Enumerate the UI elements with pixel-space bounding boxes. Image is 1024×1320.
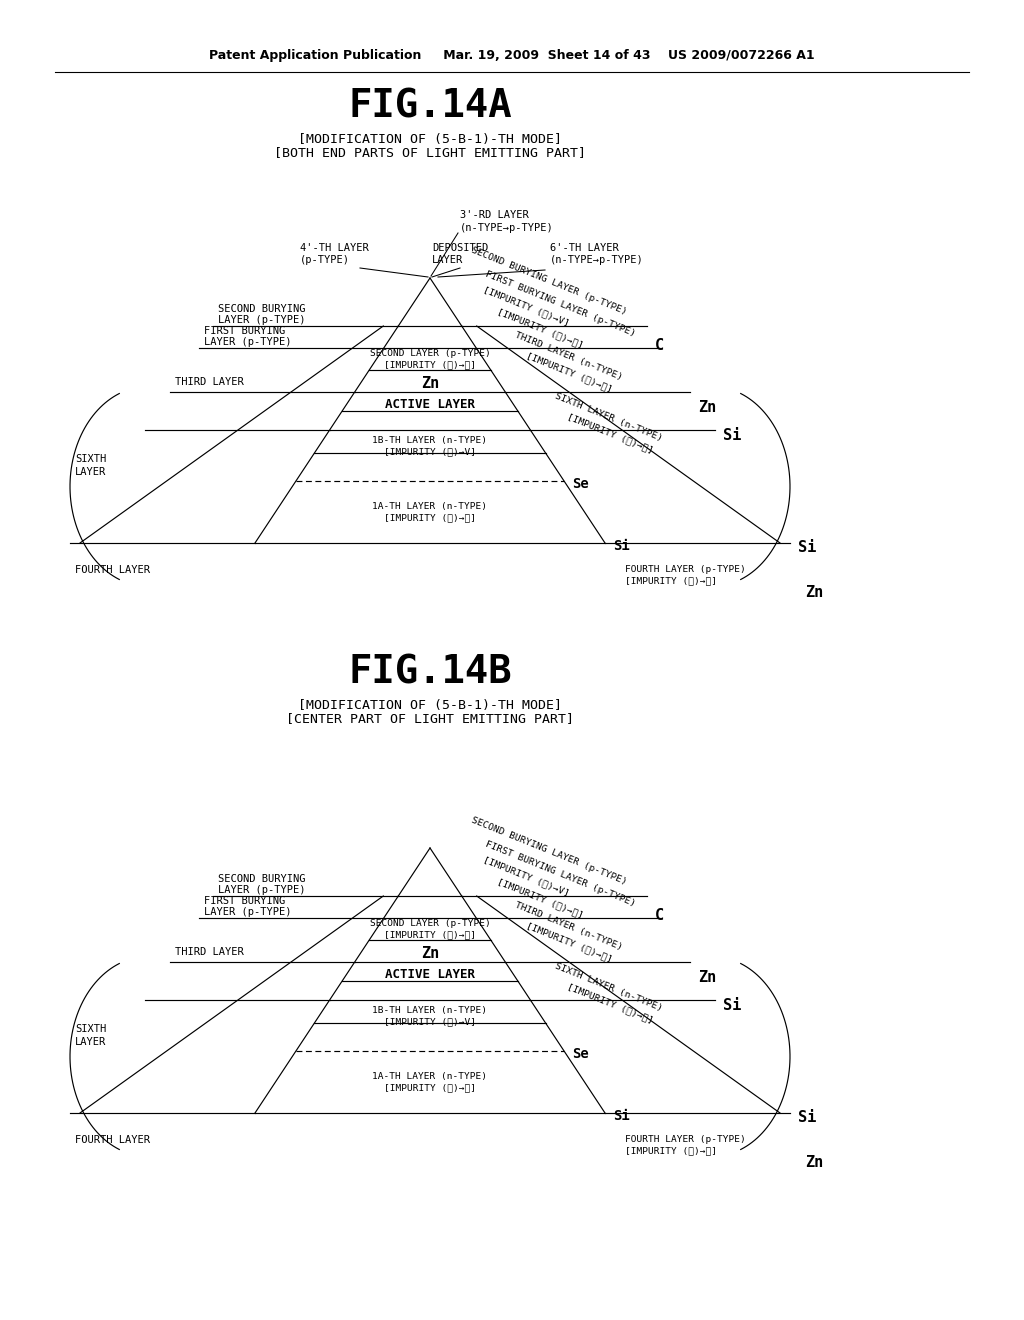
Text: 1A-TH LAYER (n-TYPE): 1A-TH LAYER (n-TYPE) [373, 1072, 487, 1081]
Text: [IMPURITY (Ⅳ)→Ⅲ]: [IMPURITY (Ⅳ)→Ⅲ] [525, 351, 614, 393]
Text: [CENTER PART OF LIGHT EMITTING PART]: [CENTER PART OF LIGHT EMITTING PART] [286, 713, 574, 726]
Text: [IMPURITY (Ⅱ)→Ⅲ]: [IMPURITY (Ⅱ)→Ⅲ] [625, 1146, 717, 1155]
Text: 4'-TH LAYER: 4'-TH LAYER [300, 243, 369, 253]
Text: Patent Application Publication     Mar. 19, 2009  Sheet 14 of 43    US 2009/0072: Patent Application Publication Mar. 19, … [209, 49, 815, 62]
Text: Zn: Zn [805, 1155, 823, 1170]
Text: SECOND BURYING LAYER (p-TYPE): SECOND BURYING LAYER (p-TYPE) [470, 246, 628, 315]
Text: Si: Si [613, 539, 630, 553]
Text: LAYER (p-TYPE): LAYER (p-TYPE) [204, 907, 291, 917]
Text: LAYER: LAYER [75, 1038, 106, 1047]
Text: THIRD LAYER (n-TYPE): THIRD LAYER (n-TYPE) [513, 900, 624, 952]
Text: ACTIVE LAYER: ACTIVE LAYER [385, 968, 475, 981]
Text: [IMPURITY (Ⅱ)→Ⅲ]: [IMPURITY (Ⅱ)→Ⅲ] [497, 308, 585, 350]
Text: LAYER: LAYER [75, 467, 106, 477]
Text: SECOND BURYING LAYER (p-TYPE): SECOND BURYING LAYER (p-TYPE) [470, 816, 628, 886]
Text: [IMPURITY (Ⅳ)→V]: [IMPURITY (Ⅳ)→V] [481, 285, 570, 327]
Text: FOURTH LAYER (p-TYPE): FOURTH LAYER (p-TYPE) [625, 1135, 745, 1144]
Text: LAYER (p-TYPE): LAYER (p-TYPE) [204, 337, 291, 347]
Text: FOURTH LAYER: FOURTH LAYER [75, 1135, 150, 1144]
Text: LAYER: LAYER [432, 255, 463, 265]
Text: FIRST BURYING LAYER (p-TYPE): FIRST BURYING LAYER (p-TYPE) [484, 269, 637, 338]
Text: THIRD LAYER: THIRD LAYER [175, 946, 244, 957]
Text: THIRD LAYER: THIRD LAYER [175, 378, 244, 387]
Text: [IMPURITY (Ⅳ)→Ⅲ]: [IMPURITY (Ⅳ)→Ⅲ] [565, 412, 654, 455]
Text: (n-TYPE→p-TYPE): (n-TYPE→p-TYPE) [460, 223, 554, 234]
Text: [IMPURITY (Ⅵ)→V]: [IMPURITY (Ⅵ)→V] [384, 1018, 476, 1027]
Text: SECOND BURYING: SECOND BURYING [218, 874, 306, 884]
Text: [IMPURITY (Ⅱ)→Ⅲ]: [IMPURITY (Ⅱ)→Ⅲ] [384, 931, 476, 940]
Text: LAYER (p-TYPE): LAYER (p-TYPE) [218, 315, 306, 325]
Text: [IMPURITY (Ⅳ)→Ⅲ]: [IMPURITY (Ⅳ)→Ⅲ] [525, 921, 614, 964]
Text: FIRST BURYING: FIRST BURYING [204, 326, 285, 337]
Text: THIRD LAYER (n-TYPE): THIRD LAYER (n-TYPE) [513, 330, 624, 381]
Text: FIRST BURYING: FIRST BURYING [204, 896, 285, 906]
Text: DEPOSITED: DEPOSITED [432, 243, 488, 253]
Text: Si: Si [723, 998, 741, 1012]
Text: SECOND BURYING: SECOND BURYING [218, 304, 306, 314]
Text: Si: Si [798, 540, 816, 556]
Text: [IMPURITY (Ⅳ)→Ⅲ]: [IMPURITY (Ⅳ)→Ⅲ] [384, 1084, 476, 1093]
Text: [BOTH END PARTS OF LIGHT EMITTING PART]: [BOTH END PARTS OF LIGHT EMITTING PART] [274, 147, 586, 160]
Text: SIXTH: SIXTH [75, 454, 106, 465]
Text: [IMPURITY (Ⅵ)→V]: [IMPURITY (Ⅵ)→V] [384, 447, 476, 457]
Text: 3'-RD LAYER: 3'-RD LAYER [460, 210, 528, 220]
Text: [IMPURITY (Ⅱ)→Ⅲ]: [IMPURITY (Ⅱ)→Ⅲ] [625, 576, 717, 585]
Text: LAYER (p-TYPE): LAYER (p-TYPE) [218, 884, 306, 895]
Text: Zn: Zn [698, 969, 717, 985]
Text: FIRST BURYING LAYER (p-TYPE): FIRST BURYING LAYER (p-TYPE) [484, 840, 637, 908]
Text: SECOND LAYER (p-TYPE): SECOND LAYER (p-TYPE) [370, 920, 490, 928]
Text: Se: Se [572, 1047, 589, 1061]
Text: Si: Si [613, 1109, 630, 1123]
Text: Zn: Zn [421, 946, 439, 961]
Text: 6'-TH LAYER: 6'-TH LAYER [550, 243, 618, 253]
Text: FIG.14B: FIG.14B [348, 653, 512, 690]
Text: C: C [654, 908, 664, 924]
Text: [IMPURITY (Ⅳ)→Ⅲ]: [IMPURITY (Ⅳ)→Ⅲ] [565, 982, 654, 1026]
Text: [MODIFICATION OF (5-B-1)-TH MODE]: [MODIFICATION OF (5-B-1)-TH MODE] [298, 698, 562, 711]
Text: SECOND LAYER (p-TYPE): SECOND LAYER (p-TYPE) [370, 350, 490, 359]
Text: (p-TYPE): (p-TYPE) [300, 255, 350, 265]
Text: [MODIFICATION OF (5-B-1)-TH MODE]: [MODIFICATION OF (5-B-1)-TH MODE] [298, 132, 562, 145]
Text: SIXTH: SIXTH [75, 1024, 106, 1034]
Text: 1B-TH LAYER (n-TYPE): 1B-TH LAYER (n-TYPE) [373, 437, 487, 446]
Text: SIXTH LAYER (n-TYPE): SIXTH LAYER (n-TYPE) [554, 392, 664, 444]
Text: [IMPURITY (Ⅳ)→V]: [IMPURITY (Ⅳ)→V] [481, 855, 570, 898]
Text: C: C [654, 338, 664, 354]
Text: SIXTH LAYER (n-TYPE): SIXTH LAYER (n-TYPE) [554, 961, 664, 1012]
Text: FOURTH LAYER: FOURTH LAYER [75, 565, 150, 576]
Text: (n-TYPE→p-TYPE): (n-TYPE→p-TYPE) [550, 255, 644, 265]
Text: FOURTH LAYER (p-TYPE): FOURTH LAYER (p-TYPE) [625, 565, 745, 574]
Text: 1A-TH LAYER (n-TYPE): 1A-TH LAYER (n-TYPE) [373, 503, 487, 511]
Text: Si: Si [723, 428, 741, 442]
Text: Zn: Zn [805, 585, 823, 601]
Text: [IMPURITY (Ⅳ)→Ⅲ]: [IMPURITY (Ⅳ)→Ⅲ] [384, 513, 476, 523]
Text: [IMPURITY (Ⅱ)→Ⅲ]: [IMPURITY (Ⅱ)→Ⅲ] [497, 878, 585, 920]
Text: Se: Se [572, 477, 589, 491]
Text: Zn: Zn [421, 376, 439, 392]
Text: Zn: Zn [698, 400, 717, 414]
Text: FIG.14A: FIG.14A [348, 87, 512, 125]
Text: [IMPURITY (Ⅱ)→Ⅲ]: [IMPURITY (Ⅱ)→Ⅲ] [384, 360, 476, 370]
Text: ACTIVE LAYER: ACTIVE LAYER [385, 399, 475, 411]
Text: Si: Si [798, 1110, 816, 1126]
Text: 1B-TH LAYER (n-TYPE): 1B-TH LAYER (n-TYPE) [373, 1006, 487, 1015]
